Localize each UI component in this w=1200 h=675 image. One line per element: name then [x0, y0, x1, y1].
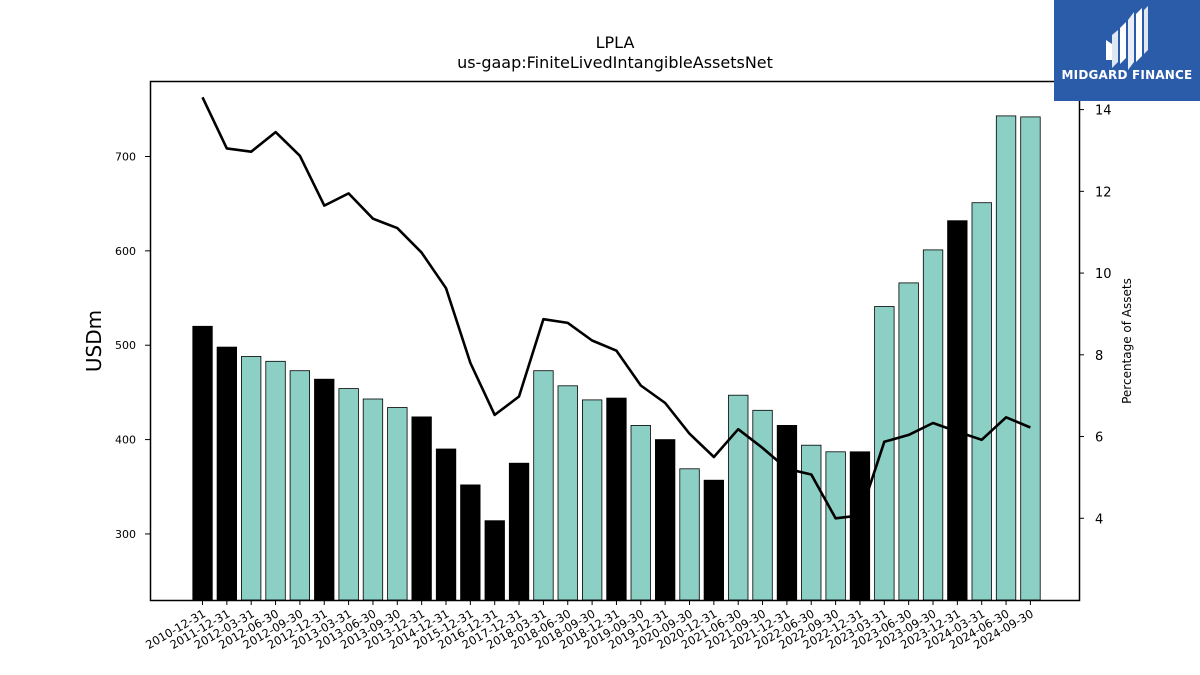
- bar: [728, 394, 749, 601]
- bar: [411, 416, 432, 601]
- line-series: [201, 96, 1031, 520]
- bar: [606, 397, 627, 601]
- bar: [216, 346, 238, 601]
- bar: [338, 388, 359, 601]
- y2-tick-label: 4: [1095, 512, 1103, 527]
- bar: [435, 448, 457, 601]
- x-axis: 2010-12-312011-12-312012-03-312012-06-30…: [143, 600, 1036, 652]
- logo-mark-icon: [1106, 6, 1148, 70]
- y-tick-label: 300: [115, 528, 136, 541]
- bar: [801, 444, 822, 601]
- y-tick-label: 600: [115, 245, 136, 258]
- bar: [533, 370, 554, 601]
- y-axis-left: 300 400 500 600 700: [115, 150, 150, 541]
- bar: [314, 378, 335, 601]
- bar: [630, 424, 651, 601]
- y-tick-label: 500: [115, 339, 136, 352]
- bar: [484, 520, 505, 601]
- y2-tick-label: 12: [1095, 185, 1112, 200]
- bar: [362, 398, 384, 601]
- bar-series: [192, 115, 1041, 601]
- bar: [874, 306, 895, 601]
- bar: [995, 115, 1017, 601]
- bar: [1020, 116, 1041, 601]
- y2-tick-label: 8: [1095, 349, 1103, 364]
- bar: [240, 356, 262, 601]
- y2-tick-label: 10: [1095, 267, 1112, 282]
- bar: [703, 479, 724, 601]
- midgard-finance-logo: MIDGARD FINANCE: [1054, 0, 1200, 101]
- bar: [265, 360, 286, 601]
- chart-title: LPLA: [595, 33, 635, 52]
- percentage-line: [201, 96, 1031, 520]
- y-tick-label: 400: [115, 434, 136, 447]
- plot-frame: [149, 80, 1081, 602]
- bar: [508, 462, 530, 601]
- bar: [582, 399, 603, 601]
- bar: [557, 385, 578, 601]
- bar: [387, 407, 408, 601]
- bar: [752, 409, 773, 601]
- bar: [971, 202, 992, 601]
- y-axis-right: 4 6 8 10 12 14: [1079, 104, 1112, 527]
- chart-subtitle: us-gaap:FiniteLivedIntangibleAssetsNet: [457, 53, 773, 72]
- bar: [849, 451, 871, 601]
- bar: [460, 484, 481, 601]
- bar: [947, 220, 968, 601]
- bar: [825, 451, 846, 601]
- bar: [679, 468, 700, 601]
- bar: [776, 424, 798, 601]
- y2-axis-label: Percentage of Assets: [1120, 278, 1134, 404]
- bar: [192, 325, 213, 601]
- y2-tick-label: 14: [1095, 104, 1112, 119]
- y-tick-label: 700: [115, 150, 136, 163]
- y2-tick-label: 6: [1095, 431, 1103, 446]
- logo-text: MIDGARD FINANCE: [1061, 68, 1193, 82]
- bar: [898, 282, 919, 601]
- y-axis-label: USDm: [82, 310, 106, 372]
- bar: [289, 370, 311, 601]
- bar: [655, 439, 676, 601]
